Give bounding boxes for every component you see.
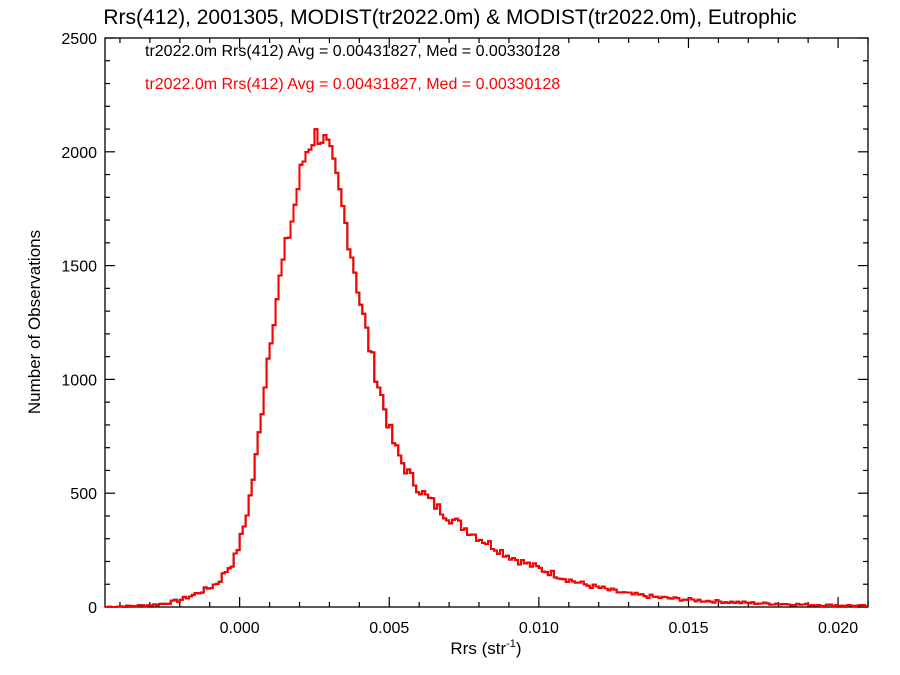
x-axis-label-main: Rrs (str [450, 639, 506, 658]
legend-entry-black: tr2022.0m Rrs(412) Avg = 0.00431827, Med… [145, 43, 561, 60]
x-tick-label: 0.020 [818, 620, 858, 637]
x-tick-label: 0.015 [668, 620, 708, 637]
axis-ticks [105, 37, 869, 608]
y-tick-label: 0 [88, 600, 97, 617]
y-axis-label: Number of Observations [25, 230, 44, 414]
plot-frame [104, 37, 869, 608]
y-tick-label: 500 [70, 486, 97, 503]
x-tick-label: 0.005 [369, 620, 409, 637]
y-tick-label: 2000 [61, 145, 97, 162]
y-tick-label: 1000 [61, 372, 97, 389]
series-black-histogram [104, 128, 868, 608]
x-axis-label-superscript: -1 [506, 638, 516, 650]
series-red-histogram [104, 128, 868, 608]
x-axis-label: Rrs (str-1) [450, 638, 521, 658]
x-tick-label: 0.000 [220, 620, 260, 637]
axis-tick-labels: 0.000 0.005 0.010 0.015 0.020 0 500 1000 1500 200… [61, 31, 858, 637]
legend-entry-red: tr2022.0m Rrs(412) Avg = 0.00431827, Med… [145, 76, 561, 93]
x-axis-label-end: ) [516, 639, 522, 658]
y-tick-label: 1500 [61, 259, 97, 276]
x-tick-label: 0.010 [519, 620, 559, 637]
y-tick-label: 2500 [61, 31, 97, 48]
chart-title: Rrs(412), 2001305, MODIST(tr2022.0m) & M… [103, 6, 797, 29]
